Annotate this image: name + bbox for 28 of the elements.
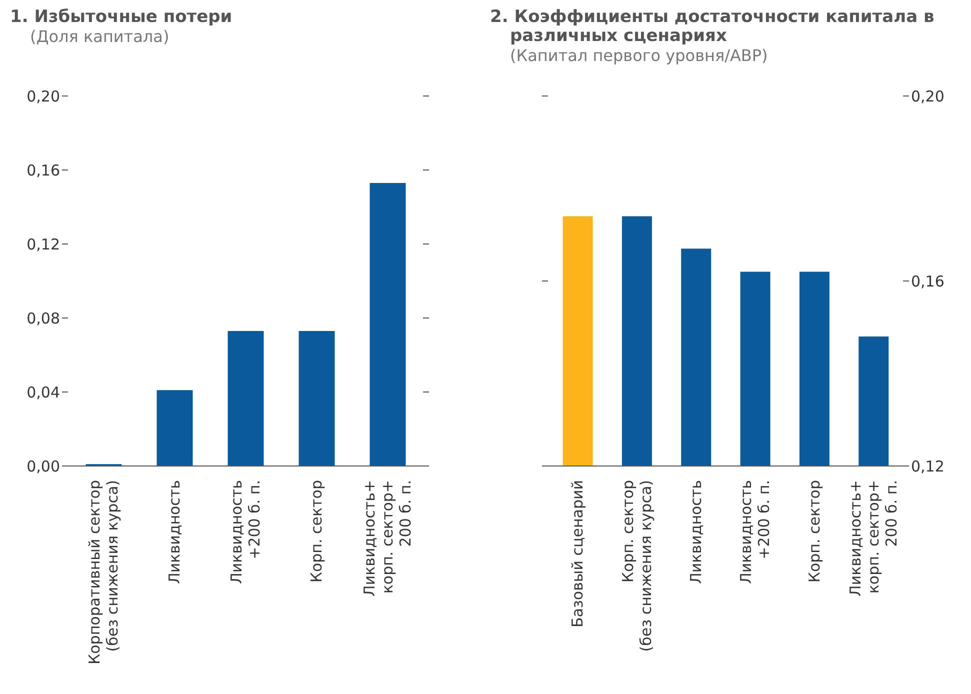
x-tick-label: Ликвидность +200 б. п. [228,480,264,584]
chart-subtitle: (Капитал первого уровня/АВР) [509,46,769,65]
chart-subtitle: (Доля капитала) [29,27,170,46]
x-tick-label: Корп. сектор (без снижения курса) [618,480,655,652]
y2-tick-label: 0,16 [911,272,944,290]
x-tick-label: Ликвидность [686,480,705,584]
x-tick-label: Ликвидность [166,480,184,584]
bar [156,390,193,466]
x-tick-label: Ликвидность +200 б. п. [737,480,774,584]
x-tick-label: Корпоративный сектор (без снижения курса) [86,480,122,665]
y-tick-label: 0,00 [26,457,60,476]
y-tick-label: 0,16 [26,161,60,180]
chart-title: 2. Коэффициенты достаточности капитала в различных сценариях [490,7,936,46]
y-tick-label: 0,20 [26,87,60,106]
x-tick-label: Корп. сектор [308,480,326,583]
chart-title: 1. Избыточные потери [10,7,234,27]
y-tick-label: 0,08 [26,309,60,328]
y2-tick-label: 0,12 [911,457,944,476]
bar [298,330,335,466]
y2-tick-label: 0,20 [911,87,944,106]
y-tick-label: 0,12 [26,235,60,254]
y-tick-label: 0,04 [26,383,60,402]
bar [370,182,406,466]
x-tick-label: Ликвидность+ корп. сектор+ 200 б. п. [360,480,414,596]
x-tick-label: Корп. сектор [805,480,824,583]
x-tick-label: Базовый сценарий [568,480,587,628]
x-tick-label: Ликвидность+ корп. сектор+ 200 б. п. [846,480,900,596]
bar [228,330,264,466]
